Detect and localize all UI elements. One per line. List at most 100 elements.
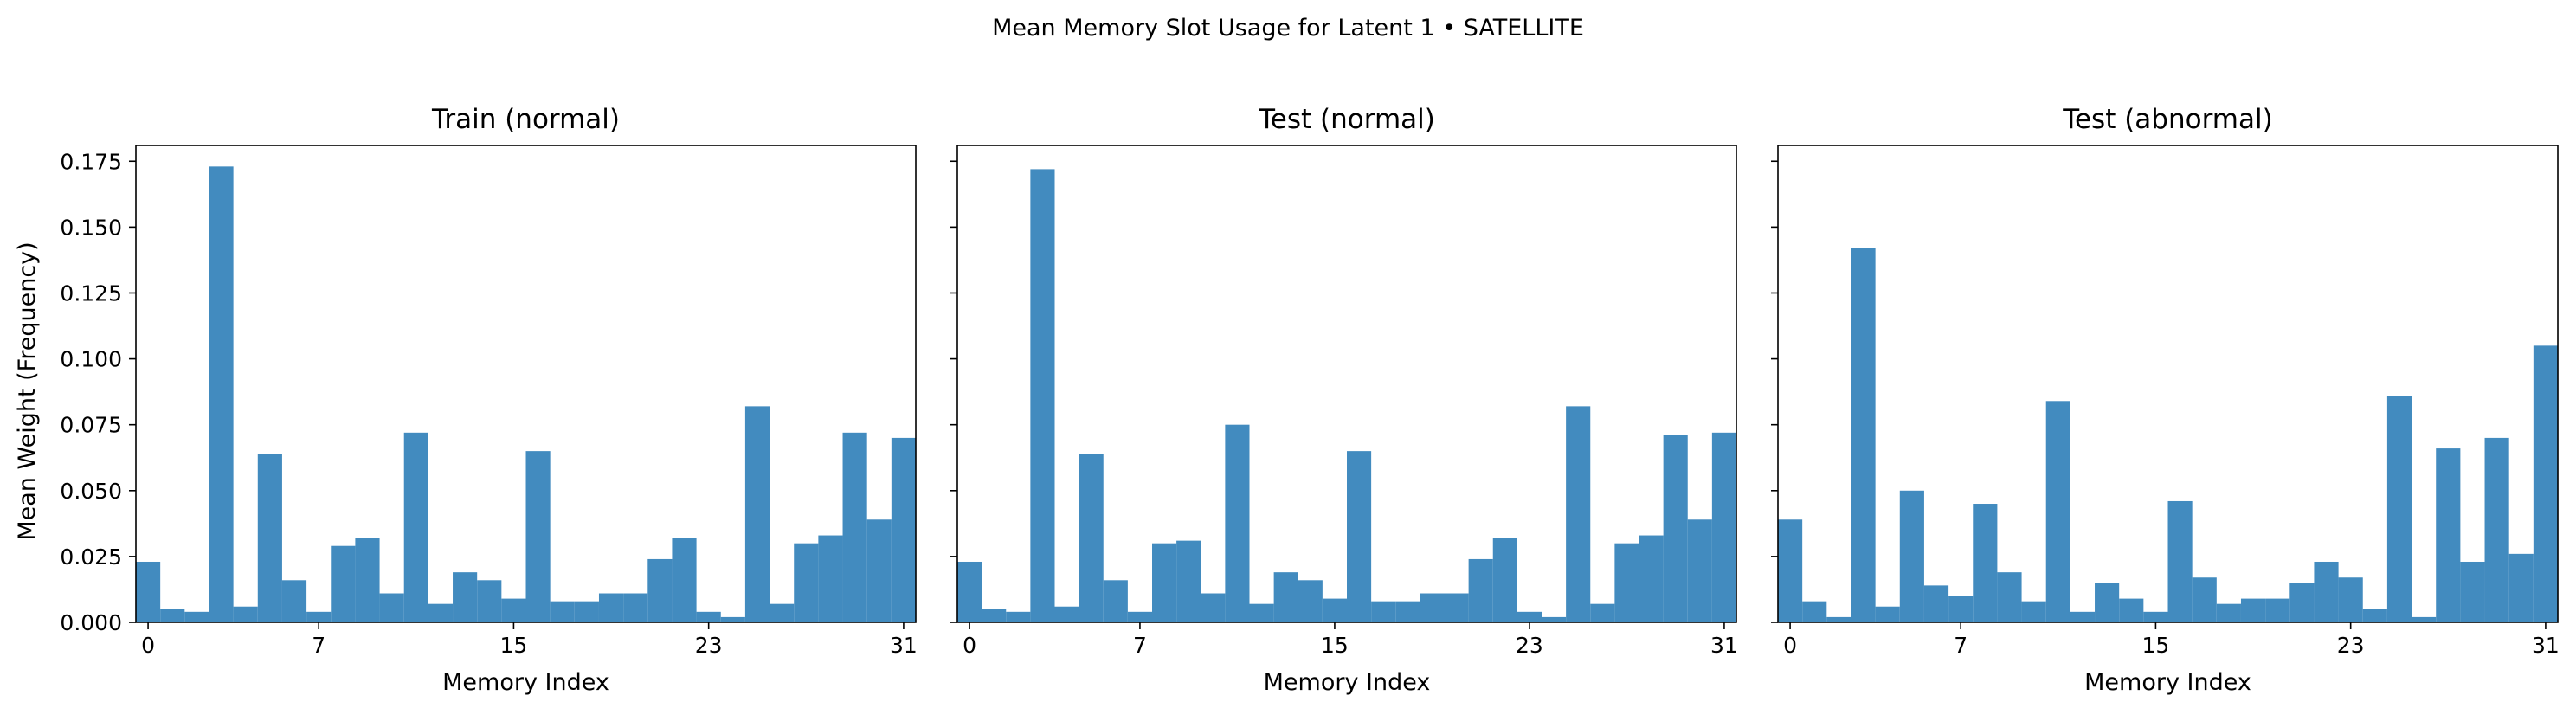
bar (1875, 606, 1900, 622)
subplot-train-normal: 0.000 0.025 0.050 0.075 0.100 0.125 0.150 0.175… (60, 104, 917, 696)
bar (1517, 611, 1542, 622)
bar (355, 538, 380, 622)
bar (257, 454, 282, 622)
bar (209, 166, 234, 623)
bar (1079, 454, 1104, 622)
bar (672, 538, 697, 622)
bar (2338, 577, 2363, 622)
x-tick-label: 0 (963, 633, 976, 658)
subplot-title: Test (normal) (1258, 104, 1435, 135)
bar (1347, 451, 1372, 622)
bar (1899, 490, 1924, 622)
bar (379, 593, 404, 622)
bar (574, 601, 599, 622)
bar (1687, 519, 1712, 622)
bar (1923, 585, 1949, 622)
bar (1542, 616, 1567, 622)
bar (2436, 448, 2461, 622)
bar (720, 616, 745, 622)
bar (550, 601, 575, 622)
bar (2119, 598, 2144, 622)
bar (2240, 598, 2266, 622)
x-tick-label: 15 (2142, 633, 2170, 658)
bar (2412, 616, 2437, 622)
bar (184, 611, 209, 622)
x-tick-label: 7 (1133, 633, 1147, 658)
bar (1152, 543, 1177, 622)
bar (696, 611, 721, 622)
x-axis-label: Memory Index (442, 669, 609, 696)
bar (982, 609, 1007, 622)
bar (770, 603, 795, 622)
bar (1030, 169, 1055, 622)
x-tick-label: 0 (141, 633, 155, 658)
figure-suptitle: Mean Memory Slot Usage for Latent 1 • SA… (992, 15, 1584, 42)
bar (160, 609, 185, 622)
y-axis-label: Mean Weight (Frequency) (14, 242, 41, 540)
x-tick-label: 7 (1954, 633, 1967, 658)
bar (1997, 572, 2022, 622)
bar (501, 598, 526, 622)
bar (2533, 345, 2558, 622)
bar (281, 580, 307, 622)
bar (403, 432, 428, 622)
bar (1371, 601, 1396, 622)
bar (1054, 606, 1079, 622)
bar (1468, 558, 1493, 622)
bar (2021, 601, 2046, 622)
bar (1948, 596, 1974, 622)
bar (136, 561, 161, 622)
y-tick-label: 0.075 (60, 413, 122, 438)
x-tick-label: 15 (500, 633, 528, 658)
bar (477, 580, 502, 622)
subplot-test-normal: 0 7 15 23 31 Test (normal) Memory Index (950, 104, 1738, 696)
x-axis-label: Memory Index (2084, 669, 2251, 696)
bar (2289, 583, 2315, 622)
bar (794, 543, 819, 622)
bar (1778, 519, 1803, 622)
bar (233, 606, 258, 622)
bar (1639, 535, 1664, 622)
bar (1420, 593, 1445, 622)
subplot-test-abnormal: 0 7 15 23 31 Test (abnormal) Memory Index (1771, 104, 2560, 696)
bar (2143, 611, 2168, 622)
x-tick-label: 23 (2337, 633, 2365, 658)
bar (1103, 580, 1128, 622)
bar (453, 572, 478, 622)
x-axis-label: Memory Index (1264, 669, 1431, 696)
axes-frame (1777, 145, 2559, 623)
x-tick-label: 31 (2532, 633, 2560, 658)
bar (1590, 603, 1615, 622)
bar (1298, 580, 1323, 622)
bar (891, 437, 916, 622)
bar (1127, 611, 1152, 622)
bar (1225, 424, 1250, 622)
bar (1492, 538, 1517, 622)
bar (2508, 553, 2534, 622)
axes-frame (135, 145, 917, 623)
subplot-title: Train (normal) (431, 104, 620, 135)
bar (957, 561, 982, 622)
bar (1973, 504, 1998, 622)
bar (2265, 598, 2290, 622)
bar (428, 603, 454, 622)
bar (1802, 601, 1827, 622)
bar (1711, 432, 1736, 622)
bar (818, 535, 843, 622)
bar (2460, 561, 2485, 622)
bar (1663, 435, 1688, 622)
bar (2070, 611, 2096, 622)
bar (744, 406, 770, 622)
x-tick-label: 23 (695, 633, 723, 658)
bar (2362, 609, 2387, 622)
x-tick-label: 7 (312, 633, 325, 658)
x-tick-label: 0 (1783, 633, 1797, 658)
bar (1249, 603, 1274, 622)
bar (866, 519, 892, 622)
bar (1614, 543, 1639, 622)
y-tick-label: 0.150 (60, 215, 122, 240)
y-tick-label: 0.100 (60, 347, 122, 372)
bar (2095, 583, 2120, 622)
bar (1273, 572, 1298, 622)
bar (1851, 248, 1876, 622)
